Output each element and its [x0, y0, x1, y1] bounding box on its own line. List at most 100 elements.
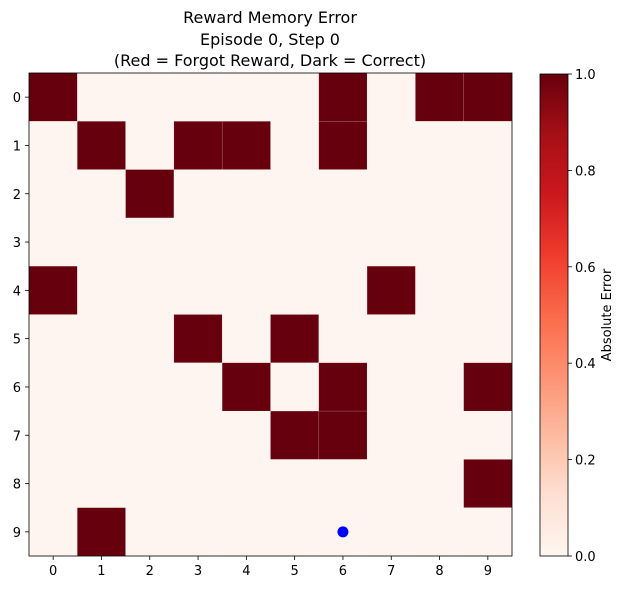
x-tick-label: 5	[291, 564, 299, 579]
heatmap-cell-r2-c2	[125, 169, 175, 219]
heatmap-cell-r4-c6	[318, 266, 368, 315]
heatmap-cell-r3-c6	[318, 217, 368, 267]
y-tick-label: 0	[13, 91, 21, 106]
heatmap-cell-r1-c9	[463, 121, 512, 170]
heatmap-cell-r5-c6	[318, 314, 368, 363]
x-tick-label: 0	[49, 564, 57, 579]
heatmap-cell-r7-c7	[367, 411, 416, 460]
heatmap-cell-r9-c8	[415, 507, 464, 556]
heatmap-cell-r4-c7	[366, 265, 416, 315]
heatmap-cell-r8-c0	[29, 459, 78, 508]
heatmap-cell-r0-c3	[173, 73, 223, 122]
heatmap-cell-r3-c9	[463, 217, 512, 267]
heatmap-cell-r0-c8	[415, 72, 464, 122]
heatmap-cell-r7-c2	[125, 411, 174, 460]
heatmap-cell-r2-c8	[415, 169, 464, 218]
heatmap-cell-r0-c4	[222, 73, 271, 122]
heatmap-cell-r3-c0	[29, 217, 78, 267]
heatmap-cell-r9-c9	[463, 507, 512, 556]
heatmap-cell-r5-c9	[463, 314, 512, 363]
heatmap-cell-r5-c8	[415, 314, 464, 363]
heatmap-cell-r0-c9	[463, 72, 513, 122]
colorbar-tick-label: 0.2	[575, 454, 596, 469]
heatmap-cell-r6-c0	[29, 362, 78, 412]
heatmap-cell-r2-c0	[29, 169, 78, 218]
heatmap-cell-r6-c6	[318, 362, 368, 412]
heatmap-cell-r5-c1	[77, 314, 126, 363]
heatmap-cell-r8-c6	[318, 459, 368, 508]
heatmap-cell-r4-c3	[173, 266, 223, 315]
heatmap-cell-r8-c4	[222, 459, 271, 508]
heatmap-cell-r9-c0	[29, 507, 78, 556]
x-tick-label: 4	[242, 564, 250, 579]
heatmap-cell-r4-c0	[28, 265, 78, 315]
x-tick-label: 7	[387, 564, 395, 579]
heatmap-cell-r7-c0	[29, 411, 78, 460]
chart-title: Reward Memory Error Episode 0, Step 0 (R…	[114, 8, 426, 70]
x-tick-label: 8	[435, 564, 443, 579]
heatmap-cell-r5-c2	[125, 314, 174, 363]
heatmap-cell-r5-c3	[173, 314, 223, 364]
agent-position-marker	[337, 526, 349, 538]
heatmap-cell-r5-c4	[222, 314, 271, 363]
heatmap-cell-r6-c7	[367, 362, 416, 412]
heatmap-cell-r8-c1	[77, 459, 126, 508]
heatmap-cell-r6-c8	[415, 362, 464, 412]
x-tick-label: 2	[146, 564, 154, 579]
x-tick-label: 6	[339, 564, 347, 579]
heatmap-cell-r4-c5	[270, 266, 319, 315]
heatmap-cell-r8-c7	[367, 459, 416, 508]
colorbar-tick-label: 0.0	[575, 550, 596, 565]
heatmap-cell-r4-c9	[463, 266, 512, 315]
heatmap-cell-r3-c5	[270, 217, 319, 267]
heatmap-cell-r0-c2	[125, 73, 174, 122]
colorbar-tick-label: 0.4	[575, 357, 596, 372]
heatmap-cell-r1-c8	[415, 121, 464, 170]
x-tick-label: 9	[484, 564, 492, 579]
heatmap-cell-r3-c3	[173, 217, 223, 267]
heatmap-cell-r1-c1	[77, 121, 126, 170]
heatmap-cell-r8-c8	[415, 459, 464, 508]
heatmap-cell-r9-c4	[222, 507, 271, 556]
heatmap-cell-r2-c1	[77, 169, 126, 218]
title-line-2: Episode 0, Step 0	[200, 30, 340, 49]
heatmap-cell-r6-c2	[125, 362, 174, 412]
heatmap-cell-r1-c4	[221, 121, 271, 170]
colorbar: Absolute Error 0.0 0.2 0.4 0.6 0.8 1.0	[539, 68, 615, 565]
heatmap-cell-r2-c4	[222, 169, 271, 218]
heatmap-cell-r2-c9	[463, 169, 512, 218]
heatmap-cell-r9-c1	[77, 507, 126, 557]
y-tick-label: 5	[13, 333, 21, 348]
heatmap-cell-r7-c8	[415, 411, 464, 460]
heatmap-cell-r0-c0	[28, 72, 78, 122]
heatmap-cell-r4-c2	[125, 266, 174, 315]
heatmap-cell-r6-c4	[221, 362, 271, 412]
heatmap-cell-r9-c3	[173, 507, 223, 556]
y-tick-label: 1	[13, 139, 21, 154]
heatmap-cell-r6-c3	[173, 362, 223, 412]
heatmap-cell-r2-c5	[270, 169, 319, 218]
colorbar-tick-label: 0.6	[575, 261, 596, 276]
heatmap-cell-r1-c5	[270, 121, 319, 170]
heatmap-cell-r2-c3	[173, 169, 223, 218]
heatmap-cell-r1-c6	[318, 121, 368, 170]
heatmap-cell-r2-c7	[367, 169, 416, 218]
heatmap-cell-r0-c7	[367, 73, 416, 122]
heatmap-cell-r4-c8	[415, 266, 464, 315]
heatmap-cell-r8-c9	[463, 459, 513, 508]
x-axis: 0 1 2 3 4 5 6 7 8 9	[49, 556, 492, 579]
heatmap-cell-r2-c6	[318, 169, 368, 218]
heatmap-cell-r7-c9	[463, 411, 512, 460]
heatmap-cell-r1-c3	[173, 121, 223, 170]
x-tick-label: 1	[97, 564, 105, 579]
colorbar-label: Absolute Error	[600, 268, 615, 361]
heatmap-cell-r8-c5	[270, 459, 319, 508]
heatmap-cell-r7-c1	[77, 411, 126, 460]
heatmap-cell-r7-c5	[270, 410, 320, 460]
heatmap-cell-r7-c3	[173, 411, 223, 460]
heatmap-cell-r6-c1	[77, 362, 126, 412]
heatmap-cell-r6-c9	[463, 362, 513, 412]
heatmap-cell-r8-c2	[125, 459, 174, 508]
y-tick-label: 4	[13, 284, 21, 299]
